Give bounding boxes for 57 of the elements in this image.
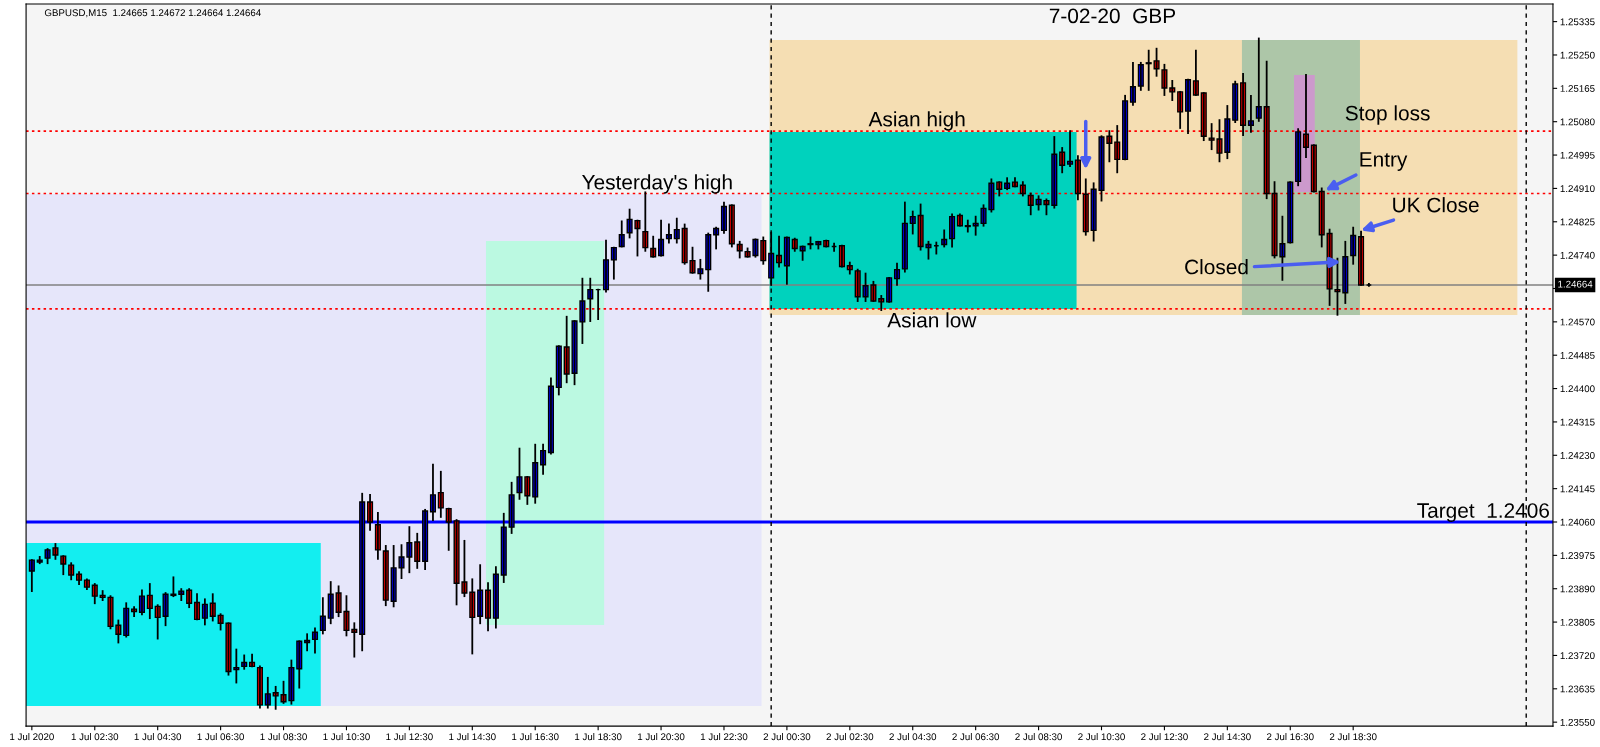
annotation: GBPUSD,M15 1.24665 1.24672 1.24664 1.24664 xyxy=(44,9,261,18)
ref-line-label: Target 1.2406 xyxy=(1417,503,1549,523)
y-tick-label: 1.24315 xyxy=(1560,418,1595,426)
y-tick-label: 1.24570 xyxy=(1560,318,1595,326)
x-tick-label: 2 Jul 10:30 xyxy=(1078,733,1125,741)
y-tick-label: 1.23720 xyxy=(1560,652,1595,660)
candlestick xyxy=(823,239,830,248)
y-tick-label: 1.24910 xyxy=(1560,185,1595,193)
annotation: Closed xyxy=(1185,259,1248,275)
x-tick-label: 1 Jul 16:30 xyxy=(512,733,559,741)
x-tick-label: 2 Jul 08:30 xyxy=(1015,733,1062,741)
annotation: Yesterday's high xyxy=(582,174,732,194)
y-tick-label: 1.23550 xyxy=(1560,718,1595,726)
y-tick-label: 1.24825 xyxy=(1560,218,1595,226)
y-tick-label: 1.25250 xyxy=(1560,51,1595,59)
x-tick-label: 1 Jul 02:30 xyxy=(71,733,119,741)
x-tick-label: 2 Jul 00:30 xyxy=(763,733,811,741)
x-tick-label: 2 Jul 12:30 xyxy=(1141,733,1188,741)
x-tick-label: 1 Jul 20:30 xyxy=(638,733,685,741)
candlestick xyxy=(1287,181,1294,244)
annotation: Entry xyxy=(1360,152,1408,171)
annotation: Asian high xyxy=(868,111,965,131)
x-tick-label: 2 Jul 14:30 xyxy=(1204,733,1251,741)
x-tick-label: 1 Jul 08:30 xyxy=(260,733,307,741)
x-tick-label: 2 Jul 04:30 xyxy=(889,733,937,741)
chart-title: 7-02-20 GBP xyxy=(1049,8,1176,24)
y-tick-label: 1.24400 xyxy=(1560,385,1595,393)
y-tick-label: 1.25165 xyxy=(1560,85,1595,92)
x-tick-label: 2 Jul 06:30 xyxy=(952,733,1000,741)
x-tick-label: 1 Jul 04:30 xyxy=(134,733,182,741)
x-tick-label: 2 Jul 02:30 xyxy=(826,733,874,741)
annotation: Stop loss xyxy=(1345,105,1430,125)
x-tick-label: 1 Jul 2020 xyxy=(10,733,54,741)
y-tick-label: 1.23890 xyxy=(1560,585,1595,593)
y-tick-label: 1.24145 xyxy=(1560,485,1595,493)
annotation: Asian low xyxy=(887,312,977,328)
y-tick-label: 1.25080 xyxy=(1560,118,1595,126)
y-tick-label: 1.24740 xyxy=(1560,251,1595,259)
y-tick-label: 1.24060 xyxy=(1560,518,1595,526)
annotation: UK Close xyxy=(1393,197,1479,213)
candlestick xyxy=(886,276,893,303)
ref-line-label: 1.24664 xyxy=(1558,280,1593,288)
y-tick-label: 1.24485 xyxy=(1560,351,1595,359)
y-tick-label: 1.24230 xyxy=(1560,452,1595,459)
y-tick-label: 1.25335 xyxy=(1560,18,1595,26)
x-tick-label: 2 Jul 18:30 xyxy=(1329,733,1377,741)
x-tick-label: 2 Jul 16:30 xyxy=(1266,733,1314,741)
y-tick-label: 1.23635 xyxy=(1560,685,1595,693)
x-tick-label: 1 Jul 18:30 xyxy=(575,733,622,741)
y-tick-label: 1.23805 xyxy=(1560,618,1595,626)
x-tick-label: 1 Jul 22:30 xyxy=(700,733,748,741)
x-tick-label: 1 Jul 06:30 xyxy=(197,733,245,741)
y-tick-label: 1.23975 xyxy=(1560,552,1595,559)
x-tick-label: 1 Jul 12:30 xyxy=(386,733,433,741)
x-tick-label: 1 Jul 10:30 xyxy=(323,733,370,741)
y-tick-label: 1.24995 xyxy=(1560,151,1595,159)
x-tick-label: 1 Jul 14:30 xyxy=(449,733,496,741)
